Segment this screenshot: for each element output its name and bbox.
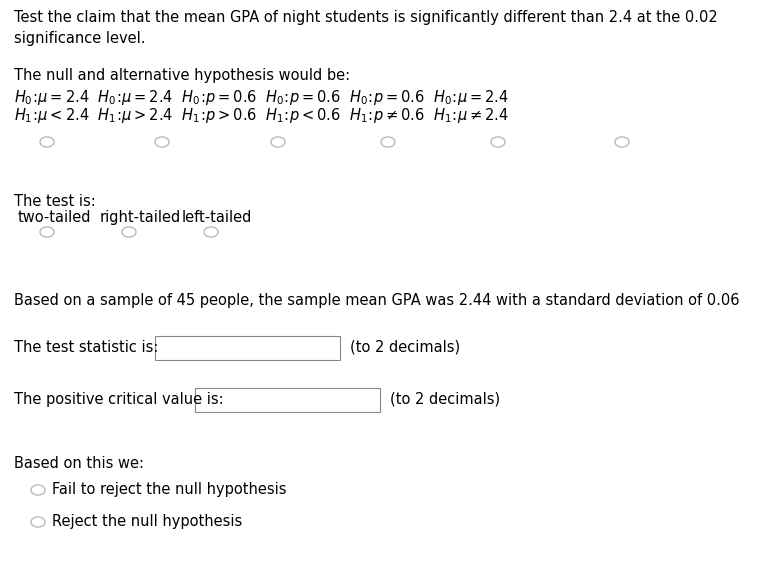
Text: (to 2 decimals): (to 2 decimals) [390, 392, 500, 407]
Text: The test is:: The test is: [14, 194, 96, 209]
Text: Based on this we:: Based on this we: [14, 456, 144, 471]
Text: The positive critical value is:: The positive critical value is: [14, 392, 223, 407]
Text: $H_0\!:\!\mu = 2.4\ \ H_0\!:\!\mu = 2.4\ \ H_0\!:\!p = 0.6\ \ H_0\!:\!p = 0.6\ \: $H_0\!:\!\mu = 2.4\ \ H_0\!:\!\mu = 2.4\… [14, 88, 509, 107]
FancyBboxPatch shape [195, 388, 380, 412]
Text: Fail to reject the null hypothesis: Fail to reject the null hypothesis [52, 482, 286, 497]
Text: Reject the null hypothesis: Reject the null hypothesis [52, 514, 242, 529]
Text: The null and alternative hypothesis would be:: The null and alternative hypothesis woul… [14, 68, 350, 83]
Text: Test the claim that the mean GPA of night students is significantly different th: Test the claim that the mean GPA of nigh… [14, 10, 718, 46]
Text: two-tailed: two-tailed [18, 210, 92, 225]
Text: left-tailed: left-tailed [182, 210, 252, 225]
Text: Based on a sample of 45 people, the sample mean GPA was 2.44 with a standard dev: Based on a sample of 45 people, the samp… [14, 293, 740, 308]
FancyBboxPatch shape [155, 336, 340, 360]
Text: (to 2 decimals): (to 2 decimals) [350, 340, 460, 355]
Text: The test statistic is:: The test statistic is: [14, 340, 159, 355]
Text: $H_1\!:\!\mu < 2.4\ \ H_1\!:\!\mu > 2.4\ \ H_1\!:\!p > 0.6\ \ H_1\!:\!p < 0.6\ \: $H_1\!:\!\mu < 2.4\ \ H_1\!:\!\mu > 2.4\… [14, 106, 509, 125]
Text: right-tailed: right-tailed [100, 210, 181, 225]
